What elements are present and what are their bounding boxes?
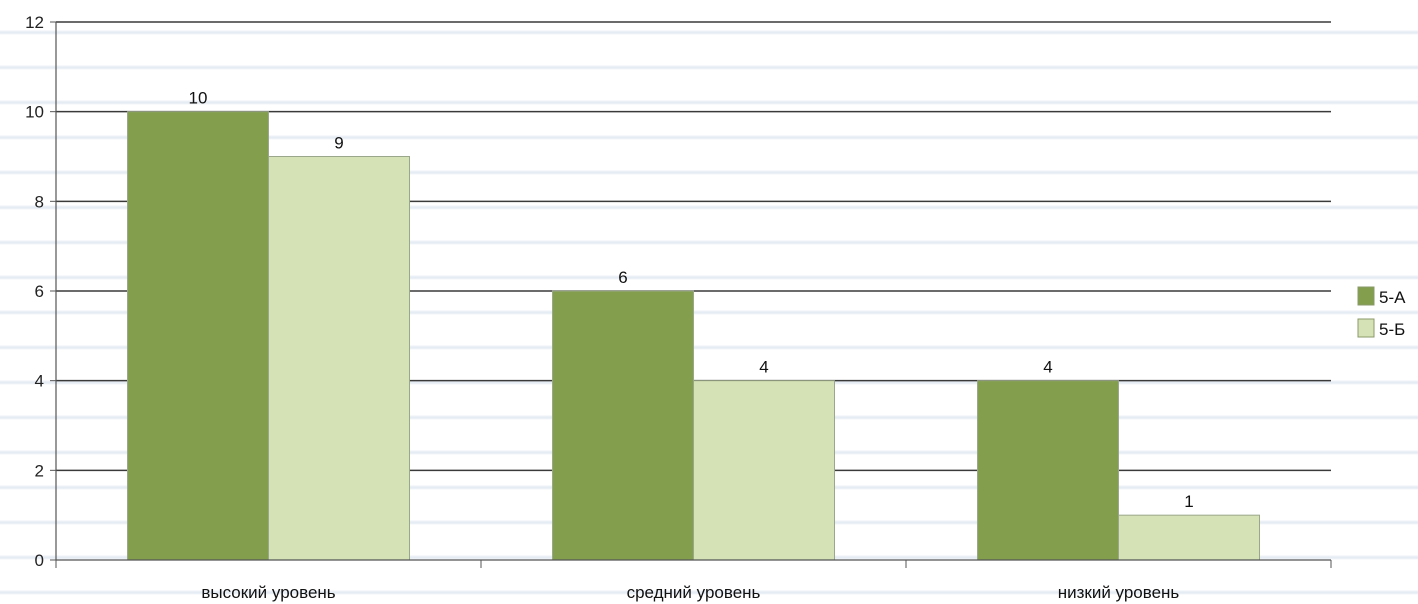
bar bbox=[552, 290, 694, 561]
data-label: 10 bbox=[189, 89, 208, 108]
axes bbox=[50, 21, 1332, 568]
bar bbox=[693, 380, 835, 561]
y-tick-label: 10 bbox=[25, 103, 44, 122]
data-label: 4 bbox=[1043, 358, 1052, 377]
legend-label: 5-А bbox=[1379, 288, 1406, 307]
labels: 0 2 4 6 8 10 12 10 9 высокий уровень 6 4 средний уро… bbox=[25, 13, 1194, 602]
legend: 5-А 5-Б bbox=[1357, 286, 1406, 339]
data-label: 6 bbox=[618, 268, 627, 287]
legend-swatch bbox=[1357, 318, 1375, 338]
y-tick-label: 6 bbox=[35, 282, 44, 301]
bar bbox=[268, 156, 410, 561]
bar bbox=[977, 380, 1119, 561]
legend-swatch bbox=[1357, 286, 1375, 306]
bar bbox=[127, 111, 269, 561]
x-tick-label: низкий уровень bbox=[1058, 583, 1180, 602]
legend-label: 5-Б bbox=[1379, 320, 1405, 339]
data-label: 1 bbox=[1184, 492, 1193, 511]
x-tick-label: высокий уровень bbox=[201, 583, 335, 602]
data-label: 4 bbox=[759, 358, 768, 377]
y-tick-label: 12 bbox=[25, 13, 44, 32]
bar bbox=[1118, 514, 1260, 561]
y-tick-label: 2 bbox=[35, 461, 44, 480]
x-tick-label: средний уровень bbox=[627, 583, 761, 602]
bars bbox=[127, 111, 1260, 561]
data-label: 9 bbox=[334, 134, 343, 153]
y-tick-label: 8 bbox=[35, 192, 44, 211]
y-tick-label: 0 bbox=[35, 551, 44, 570]
y-tick-label: 4 bbox=[35, 372, 44, 391]
